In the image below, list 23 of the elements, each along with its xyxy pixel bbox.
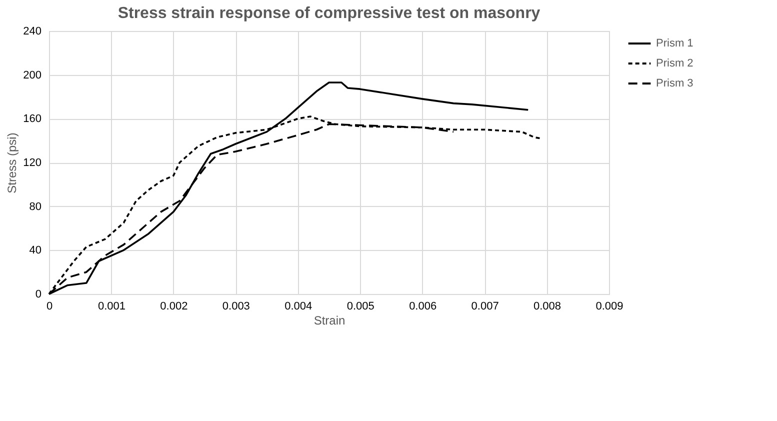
x-tick-label: 0.009 xyxy=(596,300,624,312)
x-tick-label: 0.003 xyxy=(222,300,250,312)
legend-label: Prism 1 xyxy=(656,38,694,50)
y-tick-label: 120 xyxy=(23,157,42,169)
y-tick-label: 0 xyxy=(35,288,42,300)
x-tick-label: 0.002 xyxy=(160,300,188,312)
x-tick-label: 0 xyxy=(46,300,53,312)
x-axis-title: Strain xyxy=(314,314,346,328)
y-tick-label: 160 xyxy=(23,113,42,126)
x-tick-label: 0.005 xyxy=(346,300,374,312)
y-axis-title: Stress (psi) xyxy=(5,132,20,194)
x-tick-label: 0.001 xyxy=(98,300,126,312)
legend-label: Prism 2 xyxy=(656,58,694,70)
x-tick-label: 0.007 xyxy=(471,300,499,312)
y-tick-label: 200 xyxy=(23,69,42,82)
y-tick-label: 80 xyxy=(29,200,42,213)
y-tick-label: 40 xyxy=(29,244,42,257)
x-tick-label: 0.008 xyxy=(534,300,562,312)
legend-label: Prism 3 xyxy=(656,78,694,90)
chart-title: Stress strain response of compressive test on masonry xyxy=(118,5,540,22)
y-tick-label: 240 xyxy=(23,26,42,38)
x-tick-label: 0.004 xyxy=(284,300,312,312)
x-tick-label: 0.006 xyxy=(409,300,437,312)
